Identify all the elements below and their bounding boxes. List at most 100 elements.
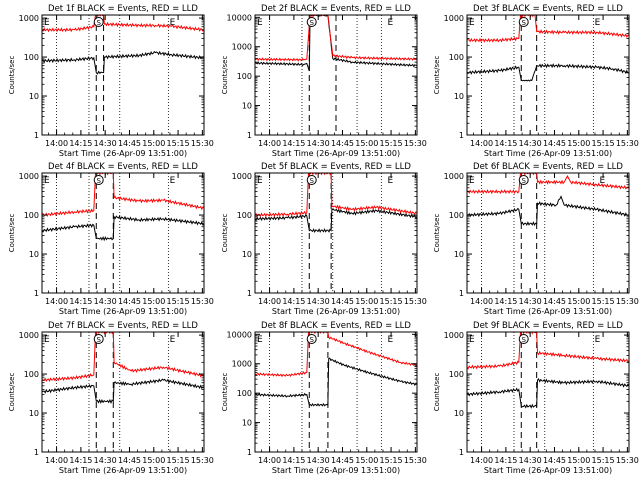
plot-frame xyxy=(466,14,630,136)
y-axis-label: Counts/sec xyxy=(221,56,229,95)
series-group xyxy=(42,332,204,405)
y-axis-label: Counts/sec xyxy=(433,373,441,412)
panel-det-6: Det 6f BLACK = Events, RED = LLD 1 10 100 10… xyxy=(433,162,639,316)
marker-s-circle xyxy=(306,334,317,344)
marker-s-circle xyxy=(306,17,317,27)
x-tick-label: 14:45 xyxy=(543,139,566,148)
panel-title: Det 5f BLACK = Events, RED = LLD xyxy=(261,162,411,172)
y-tick-label: 1 xyxy=(459,131,464,140)
y-tick-label: 1000 xyxy=(444,14,464,23)
x-tick-label: 15:30 xyxy=(404,139,427,148)
marker-e-left: E xyxy=(469,176,475,186)
y-tick-label: 100 xyxy=(449,53,464,62)
marker-s-circle xyxy=(93,175,104,185)
x-tick-label: 15:00 xyxy=(142,297,165,306)
plot-frame xyxy=(41,172,205,294)
marker-s: S xyxy=(521,177,526,185)
events-series-line xyxy=(255,208,417,234)
plot-frame xyxy=(466,172,630,294)
x-tick-label: 14:30 xyxy=(307,456,330,465)
events-series-line xyxy=(42,215,204,242)
series-group xyxy=(255,332,417,407)
x-tick-label: 15:00 xyxy=(567,297,590,306)
panel-det-9: Det 9f BLACK = Events, RED = LLD 1 10 100 10… xyxy=(433,321,639,475)
x-tick-label: 15:15 xyxy=(167,139,190,148)
x-tick-label: 15:30 xyxy=(616,456,639,465)
x-tick-label: 14:45 xyxy=(331,139,354,148)
y-tick-label: 1 xyxy=(34,289,39,298)
panel-det-7: Det 7f BLACK = Events, RED = LLD 1 10 100 10… xyxy=(8,321,214,475)
y-tick-label: 10 xyxy=(29,409,39,418)
y-tick-label: 10 xyxy=(29,92,39,101)
plot-frame xyxy=(254,172,418,294)
x-tick-label: 14:15 xyxy=(69,297,92,306)
x-tick-label: 14:45 xyxy=(543,297,566,306)
y-tick-label: 1 xyxy=(459,289,464,298)
y-tick-label: 1000 xyxy=(19,172,39,181)
x-axis-label: Start Time (26-Apr-09 13:51:00) xyxy=(484,466,612,475)
series-group xyxy=(467,15,629,82)
series-group xyxy=(255,15,417,72)
marker-e-left: E xyxy=(44,176,50,186)
panel-det-1: Det 1f BLACK = Events, RED = LLD 1 10 100 10… xyxy=(8,4,214,158)
lld-series-line xyxy=(255,15,417,62)
marker-s-circle xyxy=(518,334,529,344)
marker-e-left: E xyxy=(44,335,50,345)
events-series-line xyxy=(467,377,629,409)
panel-det-4: Det 4f BLACK = Events, RED = LLD 1 10 100 10… xyxy=(8,162,214,316)
y-tick-label: 1000 xyxy=(232,360,252,369)
series-group xyxy=(255,173,417,234)
series-group xyxy=(42,173,204,242)
y-tick-label: 1000 xyxy=(444,172,464,181)
panel-title: Det 4f BLACK = Events, RED = LLD xyxy=(48,162,198,172)
lld-series-line xyxy=(42,173,204,218)
marker-e-left: E xyxy=(257,18,263,28)
marker-e-right: E xyxy=(170,335,176,345)
series-group xyxy=(42,15,204,75)
y-tick-label: 1000 xyxy=(232,172,252,181)
y-tick-label: 100 xyxy=(449,370,464,379)
x-tick-label: 14:30 xyxy=(519,297,542,306)
x-tick-label: 14:15 xyxy=(282,297,305,306)
x-tick-label: 14:45 xyxy=(118,456,141,465)
y-tick-label: 1 xyxy=(459,448,464,457)
plot-frame xyxy=(41,331,205,453)
y-tick-label: 100 xyxy=(449,211,464,220)
marker-e-right: E xyxy=(387,176,393,186)
plot-frame xyxy=(254,331,418,453)
x-tick-label: 15:30 xyxy=(404,297,427,306)
x-tick-label: 14:15 xyxy=(494,456,517,465)
plot-frame xyxy=(466,331,630,453)
marker-e-left: E xyxy=(257,335,263,345)
x-tick-label: 14:00 xyxy=(258,139,281,148)
plot-frame xyxy=(41,14,205,136)
y-tick-label: 10000 xyxy=(227,330,252,339)
x-axis-label: Start Time (26-Apr-09 13:51:00) xyxy=(59,466,187,475)
y-tick-label: 1000 xyxy=(232,43,252,52)
y-tick-label: 100 xyxy=(24,211,39,220)
x-tick-label: 14:00 xyxy=(258,456,281,465)
y-tick-label: 10 xyxy=(242,102,252,111)
x-tick-label: 15:30 xyxy=(191,297,214,306)
panel-title: Det 7f BLACK = Events, RED = LLD xyxy=(48,321,198,331)
marker-s: S xyxy=(96,19,101,27)
y-axis-label: Counts/sec xyxy=(8,56,16,95)
y-tick-label: 10 xyxy=(242,419,252,428)
x-tick-label: 15:00 xyxy=(567,139,590,148)
marker-s-circle xyxy=(518,175,529,185)
y-tick-label: 100 xyxy=(237,389,252,398)
marker-e-left: E xyxy=(469,335,475,345)
y-tick-label: 100 xyxy=(24,370,39,379)
plot-frame xyxy=(254,14,418,136)
y-axis-label: Counts/sec xyxy=(433,214,441,253)
lld-series-line xyxy=(255,332,417,378)
marker-s: S xyxy=(309,177,314,185)
marker-e-right: E xyxy=(595,18,601,28)
series-group xyxy=(467,332,629,409)
y-tick-label: 100 xyxy=(24,53,39,62)
marker-s: S xyxy=(96,336,101,344)
x-tick-label: 15:15 xyxy=(380,297,403,306)
y-tick-label: 1000 xyxy=(19,331,39,340)
x-axis-label: Start Time (26-Apr-09 13:51:00) xyxy=(272,307,400,316)
series-group xyxy=(467,173,629,226)
